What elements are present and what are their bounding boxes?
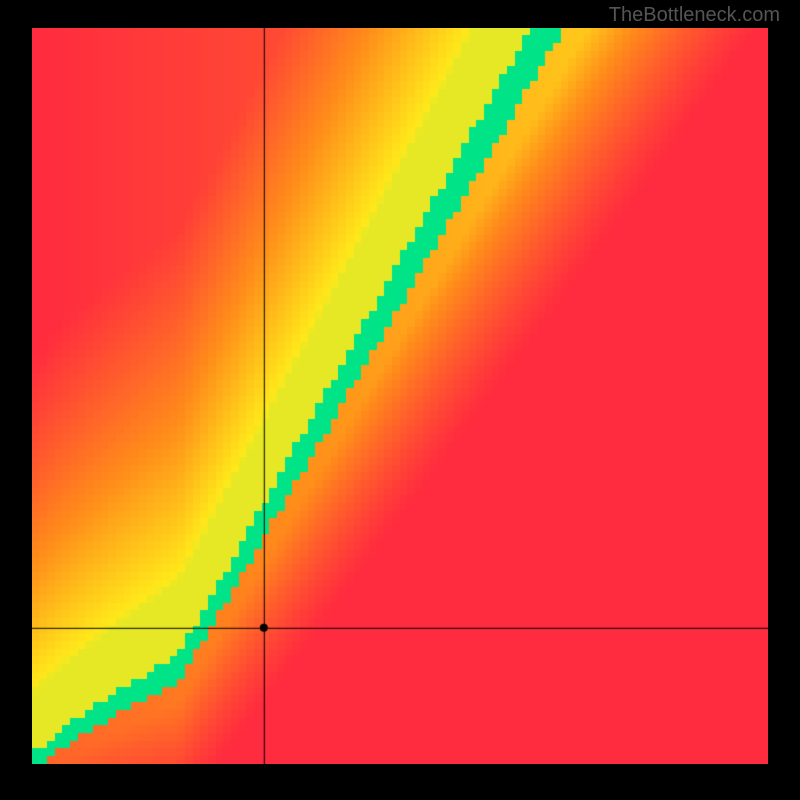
- watermark-text: TheBottleneck.com: [609, 4, 780, 27]
- bottleneck-heatmap: [32, 28, 768, 764]
- chart-container: TheBottleneck.com: [0, 0, 800, 800]
